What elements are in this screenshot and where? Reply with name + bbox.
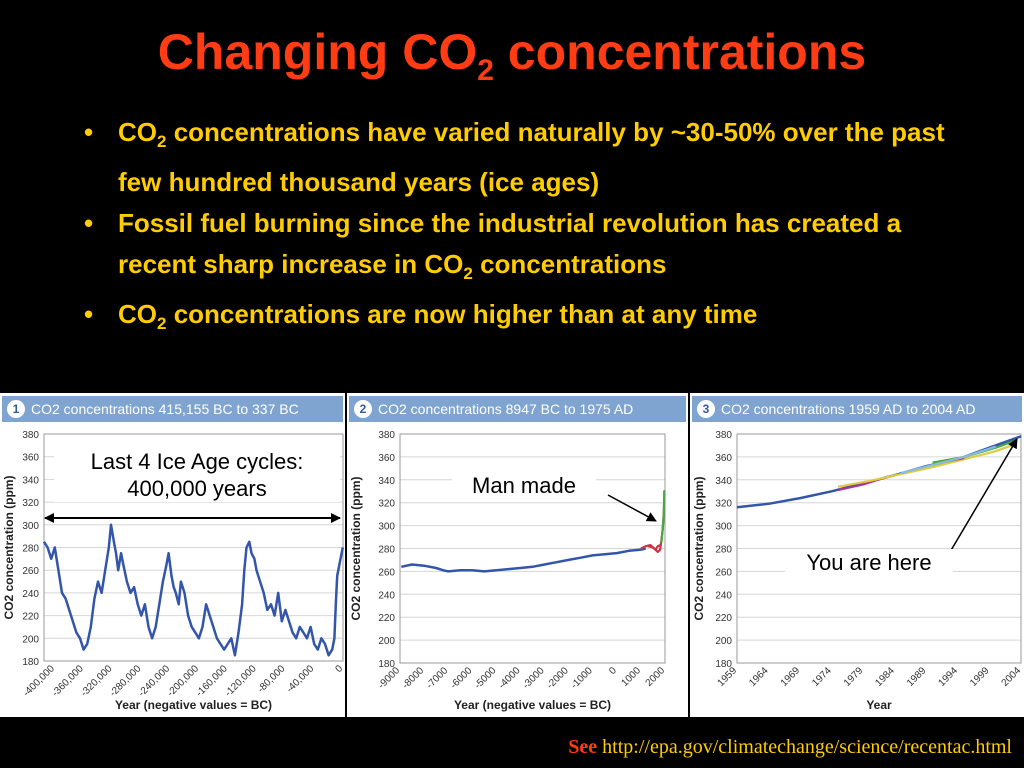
y-tick-label: 280 bbox=[715, 545, 732, 556]
y-tick-label: 360 bbox=[715, 453, 732, 464]
chart-title: CO2 concentrations 415,155 BC to 337 BC bbox=[31, 401, 299, 417]
y-tick-label: 320 bbox=[22, 498, 39, 509]
bullet-item: CO2 concentrations are now higher than a… bbox=[80, 294, 960, 344]
x-tick-label: 1969 bbox=[779, 665, 803, 689]
series-line bbox=[736, 435, 1022, 509]
x-tick-label: -7000 bbox=[424, 665, 450, 691]
y-tick-label: 200 bbox=[22, 634, 39, 645]
y-tick-label: 220 bbox=[715, 613, 732, 624]
chart-number-badge: 3 bbox=[697, 400, 715, 419]
x-tick-label: 0 bbox=[607, 665, 619, 677]
callout-you-are-here: You are here bbox=[785, 549, 953, 576]
chart-number-badge: 2 bbox=[354, 400, 372, 419]
bullet-list: CO2 concentrations have varied naturally… bbox=[80, 112, 960, 345]
x-tick-label: 1989 bbox=[905, 665, 929, 689]
chart-title: CO2 concentrations 1959 AD to 2004 AD bbox=[721, 401, 976, 417]
y-tick-label: 240 bbox=[378, 590, 395, 601]
chart-header: 2 CO2 concentrations 8947 BC to 1975 AD bbox=[349, 396, 686, 422]
chart-svg: 180200220240260280300320340360380-9000-8… bbox=[349, 430, 668, 712]
x-tick-label: 1984 bbox=[873, 665, 897, 689]
x-tick-label: -1000 bbox=[569, 665, 595, 691]
chart-header: 3 CO2 concentrations 1959 AD to 2004 AD bbox=[692, 396, 1022, 422]
x-tick-label: -2000 bbox=[545, 665, 571, 691]
x-tick-label: -120,000 bbox=[223, 663, 259, 699]
y-tick-label: 380 bbox=[378, 430, 395, 441]
y-tick-label: 360 bbox=[22, 453, 39, 464]
plot-frame bbox=[399, 433, 666, 664]
y-tick-label: 180 bbox=[715, 659, 732, 670]
x-axis-label: Year (negative values = BC) bbox=[454, 698, 611, 712]
y-tick-label: 180 bbox=[378, 659, 395, 670]
y-axis-label: CO2 concentration (ppm) bbox=[692, 476, 706, 620]
y-tick-label: 300 bbox=[715, 522, 732, 533]
x-tick-label: -80,000 bbox=[256, 663, 288, 695]
x-axis-label: Year (negative values = BC) bbox=[115, 698, 272, 712]
plot-frame bbox=[43, 433, 344, 662]
callout-man-made: Man made bbox=[452, 472, 596, 499]
x-tick-label: 1979 bbox=[842, 665, 866, 689]
x-tick-label: 1999 bbox=[968, 665, 992, 689]
plot-frame bbox=[736, 433, 1022, 664]
y-axis-label: CO2 concentration (ppm) bbox=[349, 476, 363, 620]
x-tick-label: -40,000 bbox=[285, 663, 317, 695]
bullet-item: Fossil fuel burning since the industrial… bbox=[80, 203, 960, 294]
source-footer: See http://epa.gov/climatechange/science… bbox=[568, 736, 1012, 758]
y-tick-label: 380 bbox=[22, 430, 39, 441]
y-tick-label: 200 bbox=[378, 636, 395, 647]
y-tick-label: 220 bbox=[22, 612, 39, 623]
series-line bbox=[42, 523, 345, 657]
x-tick-label: -8000 bbox=[400, 665, 426, 691]
y-tick-label: 320 bbox=[378, 499, 395, 510]
y-tick-label: 340 bbox=[22, 475, 39, 486]
y-tick-label: 240 bbox=[715, 590, 732, 601]
series-line bbox=[401, 547, 646, 573]
x-tick-label: 1964 bbox=[747, 665, 771, 689]
chart-panel-1: 1 CO2 concentrations 415,155 BC to 337 BC… bbox=[0, 393, 345, 717]
bullet-item: CO2 concentrations have varied naturally… bbox=[80, 112, 960, 203]
y-tick-label: 280 bbox=[378, 545, 395, 556]
y-tick-label: 260 bbox=[378, 567, 395, 578]
x-tick-label: 0 bbox=[333, 663, 345, 675]
callout-ice-age: Last 4 Ice Age cycles: 400,000 years bbox=[54, 448, 340, 502]
y-tick-label: 180 bbox=[22, 657, 39, 668]
chart-header: 1 CO2 concentrations 415,155 BC to 337 BC bbox=[2, 396, 343, 422]
x-tick-label: 1000 bbox=[620, 665, 644, 689]
source-link[interactable]: http://epa.gov/climatechange/science/rec… bbox=[602, 736, 1012, 758]
x-tick-label: -4000 bbox=[497, 665, 523, 691]
x-axis-label: Year bbox=[866, 698, 892, 712]
y-tick-label: 200 bbox=[715, 636, 732, 647]
x-tick-label: 2000 bbox=[644, 665, 668, 689]
chart-number-badge: 1 bbox=[7, 400, 25, 419]
y-tick-label: 280 bbox=[22, 544, 39, 555]
y-tick-label: 220 bbox=[378, 613, 395, 624]
x-tick-label: -6000 bbox=[449, 665, 475, 691]
x-tick-label: 1974 bbox=[810, 665, 834, 689]
chart-panel-2: 2 CO2 concentrations 8947 BC to 1975 AD 1… bbox=[347, 393, 688, 717]
y-tick-label: 320 bbox=[715, 499, 732, 510]
y-tick-label: 260 bbox=[715, 567, 732, 578]
y-tick-label: 360 bbox=[378, 453, 395, 464]
x-tick-label: 2004 bbox=[1000, 665, 1024, 689]
chart-title: CO2 concentrations 8947 BC to 1975 AD bbox=[378, 401, 634, 417]
y-tick-label: 340 bbox=[378, 476, 395, 487]
y-axis-label: CO2 concentration (ppm) bbox=[2, 475, 16, 619]
chart-svg: 180200220240260280300320340360380-400,00… bbox=[2, 430, 345, 712]
x-tick-label: -5000 bbox=[473, 665, 499, 691]
slide-title: Changing CO2 concentrations bbox=[157, 24, 867, 87]
series-line bbox=[660, 490, 666, 543]
y-tick-label: 340 bbox=[715, 476, 732, 487]
y-tick-label: 300 bbox=[22, 521, 39, 532]
y-tick-label: 300 bbox=[378, 522, 395, 533]
x-tick-label: 1994 bbox=[936, 665, 960, 689]
y-tick-label: 380 bbox=[715, 430, 732, 441]
x-tick-label: -3000 bbox=[521, 665, 547, 691]
y-tick-label: 240 bbox=[22, 589, 39, 600]
y-tick-label: 260 bbox=[22, 566, 39, 577]
